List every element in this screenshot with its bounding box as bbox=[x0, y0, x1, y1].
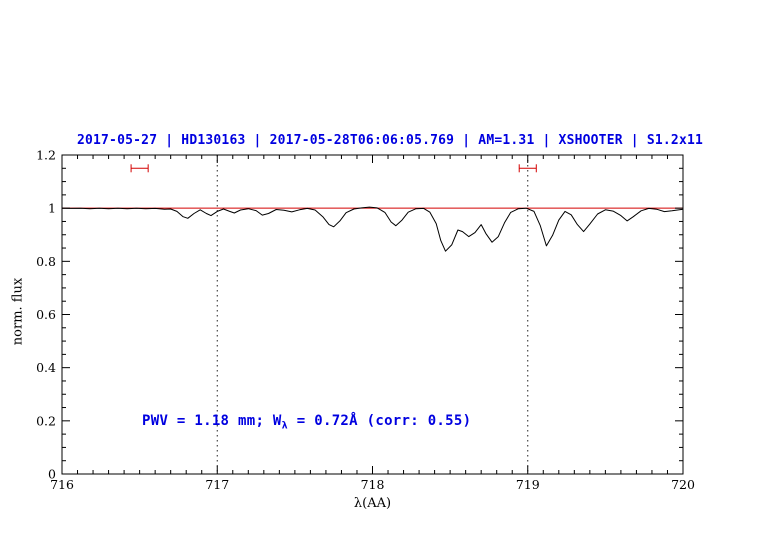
pwv-annotation: PWV = 1.18 mm; Wλ = 0.72Å (corr: 0.55) bbox=[142, 413, 471, 432]
x-axis-label: λ(AA) bbox=[353, 496, 392, 511]
y-tick-label: 0.2 bbox=[36, 413, 56, 428]
y-axis-label: norm. flux bbox=[10, 277, 26, 346]
x-tick-label: 719 bbox=[516, 477, 540, 492]
y-tick-label: 0 bbox=[48, 467, 56, 482]
x-tick-label: 716 bbox=[50, 477, 74, 492]
pwv-annotation-prefix: PWV = 1.18 mm; W bbox=[142, 413, 282, 429]
spectrum-line bbox=[61, 206, 684, 252]
plot-title: 2017-05-27 | HD130163 | 2017-05-28T06:06… bbox=[76, 133, 704, 148]
x-tick-label: 717 bbox=[205, 477, 229, 492]
y-tick-label: 0.6 bbox=[36, 307, 56, 322]
y-tick-label: 1 bbox=[48, 201, 56, 216]
tick-labels: 716 717 718 719 720 0 0.2 0.4 0.6 0.8 1 1.2 bbox=[36, 148, 695, 493]
x-tick-label: 718 bbox=[361, 477, 385, 492]
range-marker bbox=[130, 164, 149, 173]
pwv-annotation-suffix: = 0.72Å (corr: 0.55) bbox=[288, 413, 472, 429]
range-marker bbox=[518, 164, 537, 173]
y-tick-label: 0.8 bbox=[36, 254, 56, 269]
pwv-annotation-subscript: λ bbox=[281, 420, 289, 432]
axis-ticks bbox=[61, 154, 684, 475]
y-tick-label: 0.4 bbox=[36, 360, 56, 375]
y-tick-label: 1.2 bbox=[36, 148, 56, 163]
x-tick-label: 720 bbox=[671, 477, 695, 492]
